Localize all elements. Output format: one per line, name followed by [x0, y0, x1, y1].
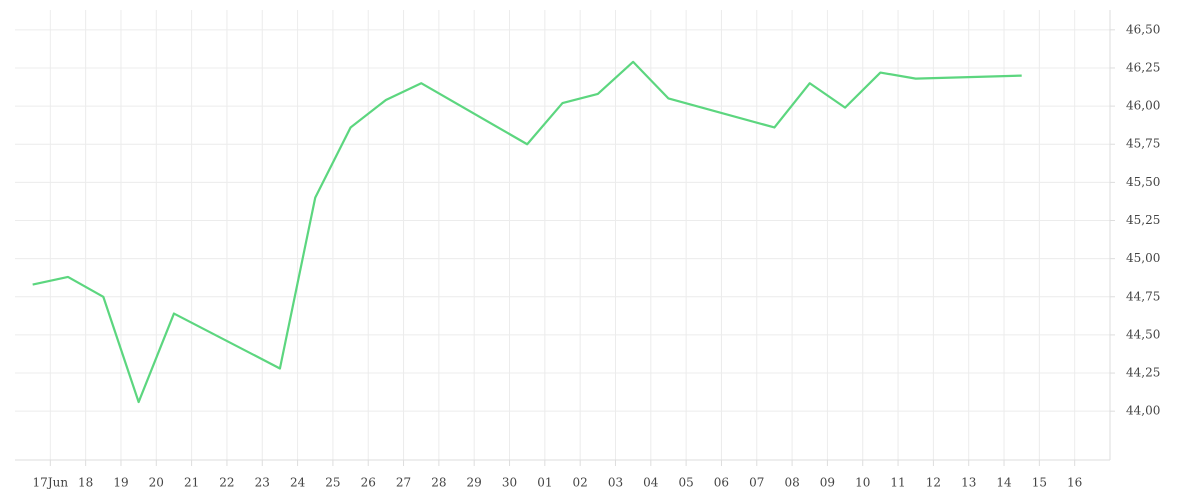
x-tick-label: 25: [325, 476, 340, 490]
x-tick-label: 03: [608, 476, 623, 490]
x-tick-label: 29: [467, 476, 482, 490]
x-tick-label: 30: [502, 476, 517, 490]
x-tick-label: 01: [537, 476, 552, 490]
x-tick-label: 27: [396, 476, 411, 490]
y-tick-label: 46,00: [1126, 99, 1160, 113]
x-tick-label: 26: [361, 476, 376, 490]
y-tick-label: 44,25: [1126, 366, 1160, 380]
x-tick-label: 10: [855, 476, 870, 490]
x-tick-label: 24: [290, 476, 306, 490]
y-tick-label: 45,50: [1126, 175, 1160, 189]
data-line: [32, 60, 1022, 404]
y-tick-label: 46,25: [1126, 60, 1160, 74]
y-tick-label: 44,50: [1126, 327, 1160, 341]
x-tick-label: 06: [714, 476, 729, 490]
x-tick-label: 16: [1067, 476, 1082, 490]
x-tick-label: 11: [890, 476, 905, 490]
x-tick-label: 04: [643, 476, 659, 490]
x-tick-label: 09: [820, 476, 835, 490]
y-tick-label: 46,50: [1126, 22, 1160, 36]
x-tick-label: 12: [926, 476, 941, 490]
y-tick-label: 45,75: [1126, 137, 1160, 151]
x-tick-label: 15: [1032, 476, 1047, 490]
y-tick-label: 44,00: [1126, 404, 1160, 418]
x-tick-label: 13: [961, 476, 976, 490]
x-tick-label: 18: [78, 476, 93, 490]
x-tick-label: 05: [678, 476, 693, 490]
x-tick-label: 21: [184, 476, 199, 490]
y-tick-label: 45,00: [1126, 251, 1160, 265]
y-tick-label: 44,75: [1126, 289, 1160, 303]
x-tick-label: 28: [431, 476, 446, 490]
x-tick-label: 22: [219, 476, 234, 490]
x-tick-label: 19: [113, 476, 128, 490]
x-tick-label: 08: [784, 476, 799, 490]
y-tick-label: 45,25: [1126, 213, 1160, 227]
x-tick-label: 20: [149, 476, 164, 490]
x-tick-label: 23: [255, 476, 270, 490]
x-tick-label: 17Jun: [33, 476, 69, 490]
x-tick-label: 14: [996, 476, 1012, 490]
x-tick-label: 07: [749, 476, 764, 490]
x-tick-label: 02: [573, 476, 588, 490]
